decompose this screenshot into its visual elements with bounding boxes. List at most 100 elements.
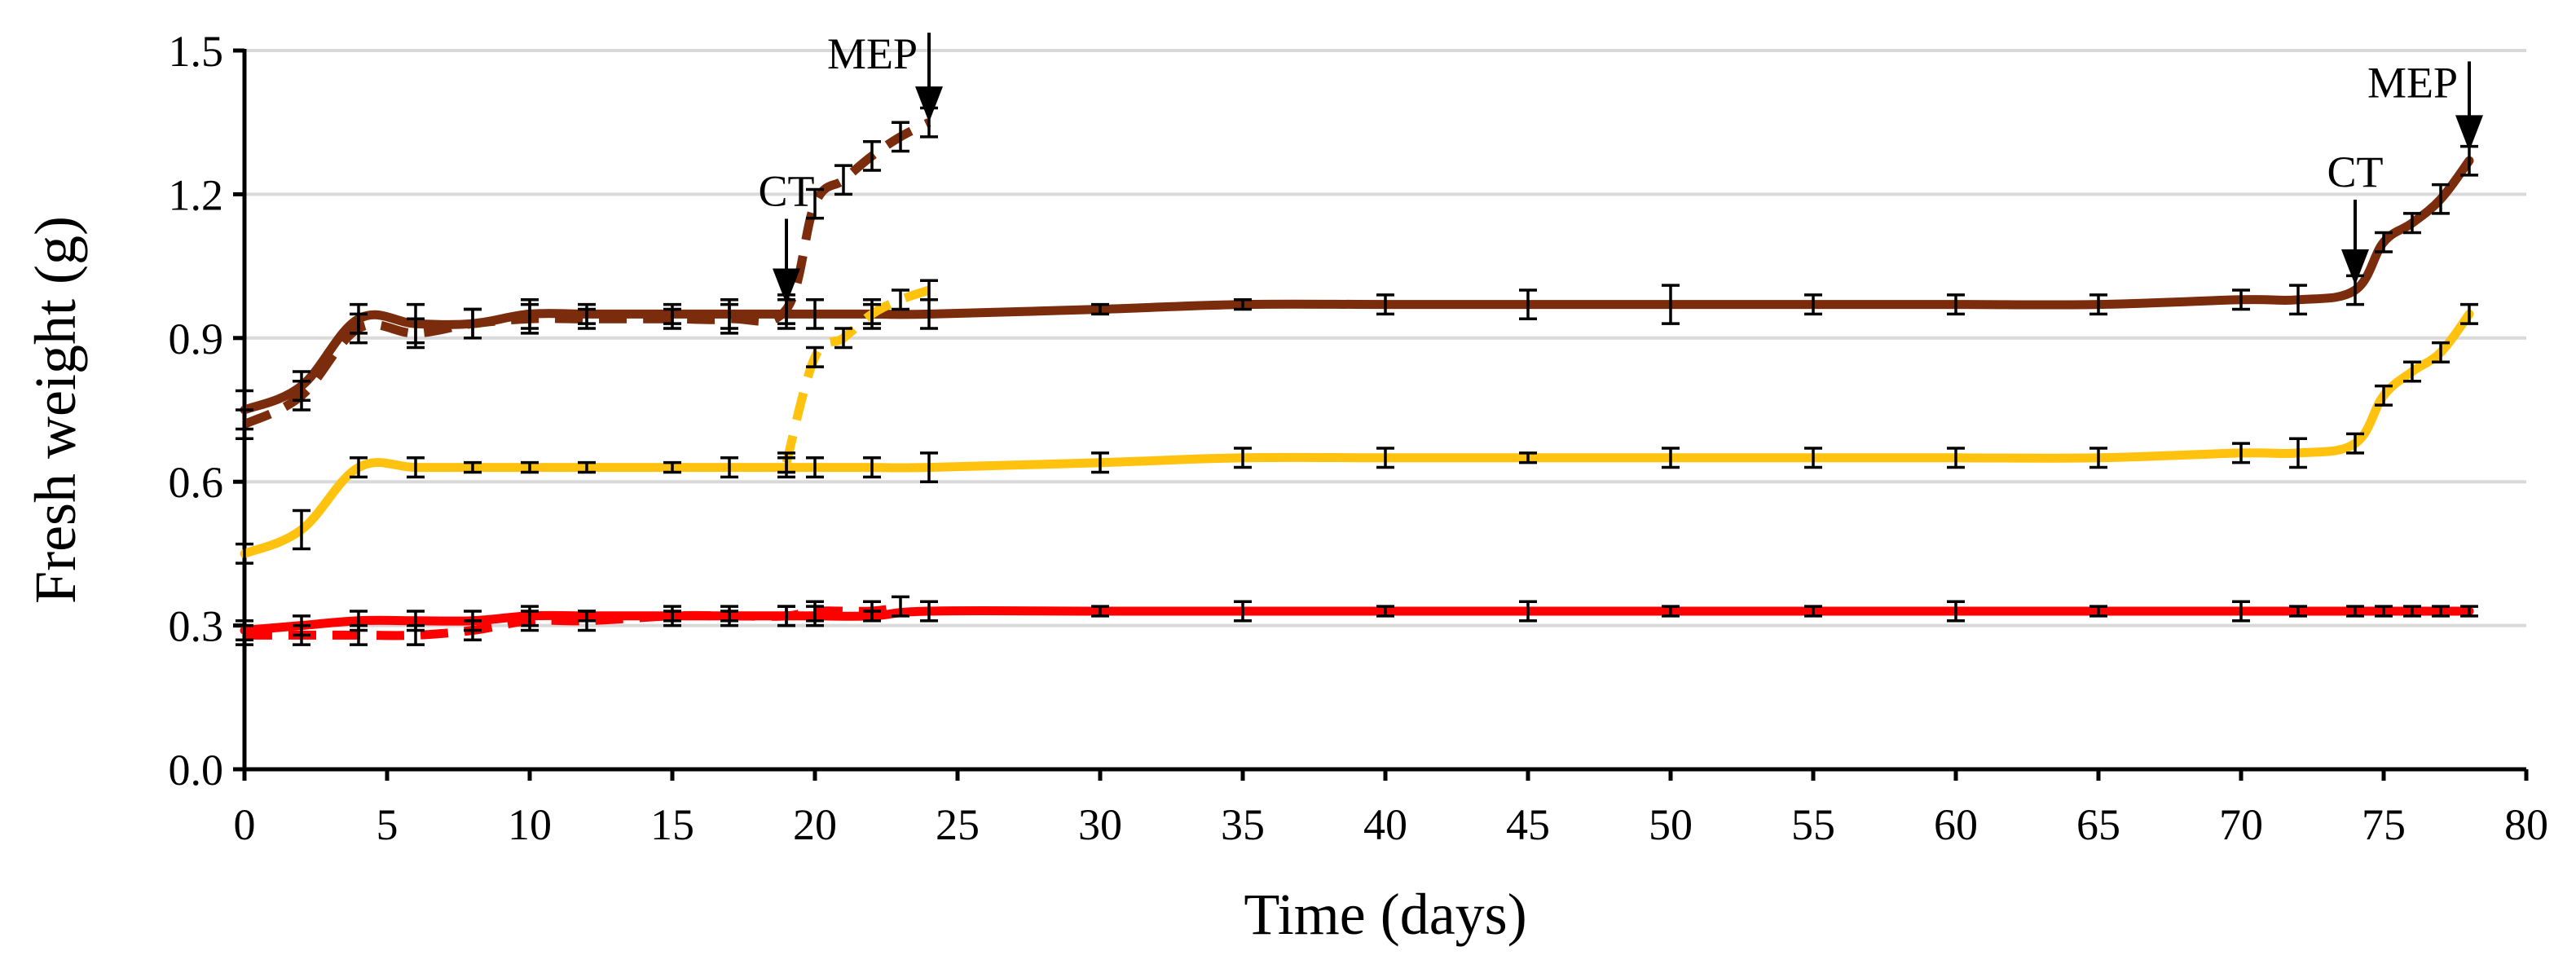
down-arrow-icon	[2455, 115, 2483, 152]
annotation-ct: CT	[2327, 147, 2384, 285]
annotation-label: CT	[758, 167, 814, 216]
error-bar-brown-dashed	[236, 408, 253, 441]
x-tick-label: 15	[650, 800, 694, 849]
error-bar-yellow-solid	[2346, 432, 2364, 455]
error-bar-red-dashed	[521, 610, 539, 632]
error-bar-brown-solid	[2289, 284, 2307, 316]
error-bar-red-solid	[2089, 605, 2107, 618]
x-tick-label: 30	[1078, 800, 1122, 849]
error-bar-red-solid	[1804, 605, 1822, 618]
error-bar-brown-dashed	[464, 307, 482, 340]
x-tick-label: 70	[2219, 800, 2263, 849]
x-tick-label: 35	[1221, 800, 1265, 849]
error-bar-yellow-solid	[464, 460, 482, 474]
error-bar-brown-solid	[2375, 231, 2393, 253]
error-bar-red-solid	[2432, 605, 2450, 618]
y-axis-title: Fresh weight (g)	[23, 216, 88, 604]
x-tick-label: 75	[2362, 800, 2406, 849]
error-bar-red-solid	[1519, 600, 1537, 623]
x-tick-label: 45	[1506, 800, 1550, 849]
error-bar-red-solid	[920, 600, 938, 623]
annotation-label: CT	[2327, 147, 2383, 196]
error-bar-yellow-solid	[1091, 451, 1109, 474]
error-bar-brown-solid	[1519, 288, 1537, 321]
error-bar-yellow-solid	[2375, 384, 2393, 407]
series-line-red-solid	[240, 606, 2474, 635]
error-bar-brown-solid	[2432, 183, 2450, 215]
error-bar-yellow-solid	[2089, 447, 2107, 469]
error-bar-yellow-solid	[2232, 442, 2250, 464]
error-bar-yellow-solid	[2403, 360, 2421, 383]
error-bar-yellow-solid	[407, 456, 425, 479]
error-bar-red-dashed	[663, 605, 681, 627]
error-bar-red-solid	[2346, 605, 2364, 618]
down-arrow-icon	[915, 86, 943, 123]
annotation-mep: MEP	[827, 29, 943, 123]
x-tick-label: 65	[2076, 800, 2120, 849]
y-tick-label: 0.0	[169, 746, 224, 795]
down-arrow-icon	[773, 268, 800, 305]
error-bar-yellow-dashed	[834, 327, 852, 350]
y-tick-label: 0.6	[169, 458, 224, 507]
series-line-brown-solid	[240, 156, 2474, 415]
error-bar-brown-dashed	[892, 121, 909, 153]
error-bar-brown-dashed	[521, 302, 539, 335]
error-bar-yellow-solid	[863, 456, 881, 479]
x-tick-label: 0	[234, 800, 256, 849]
error-bar-yellow-solid	[1234, 447, 1252, 469]
error-bar-yellow-solid	[1947, 447, 1965, 469]
error-bar-brown-solid	[806, 298, 824, 330]
error-bar-brown-dashed	[720, 302, 738, 335]
annotation-label: MEP	[2367, 58, 2458, 107]
error-bar-red-dashed	[464, 619, 482, 641]
error-bar-yellow-solid	[1662, 447, 1680, 469]
error-bar-red-solid	[2403, 605, 2421, 618]
error-bar-yellow-solid	[720, 456, 738, 479]
error-bar-red-solid	[2232, 600, 2250, 623]
error-bar-brown-dashed	[806, 187, 824, 220]
error-bar-brown-dashed	[350, 312, 368, 345]
error-bar-red-solid	[2460, 605, 2478, 618]
error-bar-red-dashed	[777, 605, 795, 627]
x-axis-title: Time (days)	[1244, 882, 1526, 947]
x-tick-label: 50	[1649, 800, 1693, 849]
error-bar-red-dashed	[863, 600, 881, 623]
error-bar-brown-solid	[1376, 293, 1394, 316]
error-bar-brown-dashed	[293, 379, 310, 412]
x-tick-label: 80	[2504, 800, 2548, 849]
annotation-label: MEP	[827, 29, 918, 78]
series-line-yellow-dashed	[782, 285, 931, 464]
error-bar-red-solid	[1091, 605, 1109, 618]
error-bar-yellow-solid	[663, 460, 681, 474]
x-tick-label: 25	[936, 800, 980, 849]
tick-labels: 0.0 0.3 0.6 0.9 1.2 1.5 0 5 10 15 20 25 30 35 40 45 50 55…	[169, 27, 2549, 849]
error-bar-brown-solid	[1804, 293, 1822, 316]
x-tick-label: 55	[1791, 800, 1835, 849]
y-tick-label: 0.9	[169, 315, 224, 363]
error-bar-brown-dashed	[663, 307, 681, 330]
error-bar-yellow-dashed	[777, 451, 795, 474]
error-bar-brown-solid	[1234, 298, 1252, 311]
gridlines	[244, 49, 2526, 627]
error-bar-brown-solid	[2232, 288, 2250, 311]
error-bar-red-solid	[1376, 605, 1394, 618]
error-bar-red-dashed	[236, 623, 253, 646]
series-line-yellow-solid	[240, 309, 2474, 558]
error-bar-red-solid	[1234, 600, 1252, 623]
x-tick-label: 60	[1934, 800, 1978, 849]
annotations: CT MEP CT MEP	[758, 29, 2483, 305]
error-bar-red-solid	[1947, 600, 1965, 623]
error-bar-yellow-solid	[2432, 341, 2450, 363]
error-bar-yellow-dashed	[892, 288, 909, 311]
series-line-brown-dashed	[242, 118, 931, 429]
error-bar-yellow-solid	[236, 542, 253, 565]
error-bar-brown-dashed	[578, 307, 596, 330]
error-bar-red-dashed	[892, 595, 909, 618]
error-bar-yellow-solid	[2460, 302, 2478, 325]
error-bar-yellow-dashed	[920, 279, 938, 302]
error-bar-yellow-solid	[1376, 447, 1394, 469]
x-tick-label: 40	[1363, 800, 1407, 849]
error-bar-brown-dashed	[834, 164, 852, 196]
